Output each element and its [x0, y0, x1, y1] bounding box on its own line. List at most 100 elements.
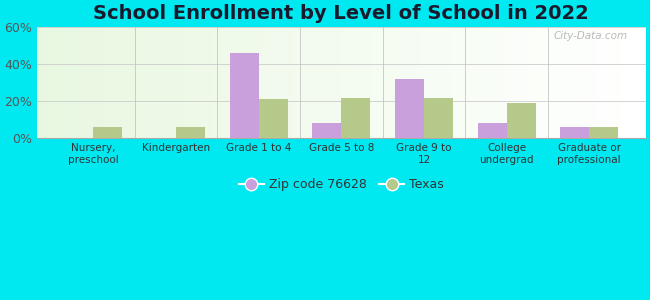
Bar: [262, 28, 268, 138]
Bar: [317, 28, 323, 138]
Bar: [590, 127, 618, 138]
Bar: [426, 28, 433, 138]
Bar: [110, 28, 116, 138]
Bar: [493, 28, 500, 138]
Bar: [135, 28, 140, 138]
Bar: [207, 28, 213, 138]
Bar: [313, 123, 341, 138]
Bar: [390, 28, 396, 138]
Bar: [463, 28, 469, 138]
Bar: [73, 28, 79, 138]
Bar: [579, 28, 585, 138]
Bar: [220, 28, 226, 138]
Bar: [104, 28, 110, 138]
Bar: [408, 28, 415, 138]
Bar: [37, 28, 43, 138]
Bar: [341, 28, 348, 138]
Bar: [536, 28, 542, 138]
Bar: [232, 28, 238, 138]
Bar: [281, 28, 287, 138]
Bar: [92, 28, 98, 138]
Bar: [128, 28, 135, 138]
Bar: [189, 28, 195, 138]
Bar: [140, 28, 146, 138]
Bar: [171, 28, 177, 138]
Bar: [378, 28, 384, 138]
Bar: [305, 28, 311, 138]
Bar: [433, 28, 439, 138]
Bar: [238, 28, 244, 138]
Bar: [230, 53, 259, 138]
Bar: [61, 28, 68, 138]
Bar: [268, 28, 274, 138]
Bar: [549, 28, 554, 138]
Bar: [354, 28, 359, 138]
Bar: [49, 28, 55, 138]
Bar: [43, 28, 49, 138]
Bar: [482, 28, 488, 138]
Bar: [396, 28, 402, 138]
Bar: [79, 28, 86, 138]
Bar: [55, 28, 61, 138]
Bar: [421, 28, 426, 138]
Bar: [488, 28, 493, 138]
Bar: [329, 28, 335, 138]
Bar: [475, 28, 482, 138]
Bar: [542, 28, 549, 138]
Bar: [98, 28, 104, 138]
Bar: [311, 28, 317, 138]
Bar: [348, 28, 354, 138]
Bar: [524, 28, 530, 138]
Bar: [469, 28, 475, 138]
Legend: Zip code 76628, Texas: Zip code 76628, Texas: [234, 173, 449, 196]
Bar: [603, 28, 609, 138]
Bar: [195, 28, 202, 138]
Bar: [402, 28, 408, 138]
Bar: [335, 28, 341, 138]
Bar: [439, 28, 445, 138]
Bar: [183, 28, 189, 138]
Bar: [530, 28, 536, 138]
Bar: [451, 28, 457, 138]
Bar: [94, 127, 122, 138]
Text: City-Data.com: City-Data.com: [553, 31, 627, 41]
Bar: [366, 28, 372, 138]
Bar: [597, 28, 603, 138]
Bar: [609, 28, 616, 138]
Bar: [146, 28, 153, 138]
Bar: [457, 28, 463, 138]
Bar: [616, 28, 621, 138]
Bar: [274, 28, 281, 138]
Bar: [292, 28, 299, 138]
Bar: [585, 28, 591, 138]
Title: School Enrollment by Level of School in 2022: School Enrollment by Level of School in …: [94, 4, 590, 23]
Bar: [177, 28, 183, 138]
Bar: [518, 28, 524, 138]
Bar: [244, 28, 250, 138]
Bar: [621, 28, 627, 138]
Bar: [640, 28, 646, 138]
Bar: [159, 28, 165, 138]
Bar: [323, 28, 329, 138]
Bar: [627, 28, 634, 138]
Bar: [478, 123, 506, 138]
Bar: [372, 28, 378, 138]
Bar: [554, 28, 560, 138]
Bar: [213, 28, 220, 138]
Bar: [299, 28, 305, 138]
Bar: [250, 28, 256, 138]
Bar: [395, 79, 424, 138]
Bar: [591, 28, 597, 138]
Bar: [359, 28, 366, 138]
Bar: [287, 28, 292, 138]
Bar: [567, 28, 573, 138]
Bar: [341, 98, 370, 138]
Bar: [226, 28, 232, 138]
Bar: [86, 28, 92, 138]
Bar: [116, 28, 122, 138]
Bar: [68, 28, 73, 138]
Bar: [153, 28, 159, 138]
Bar: [506, 103, 536, 138]
Bar: [512, 28, 518, 138]
Bar: [500, 28, 506, 138]
